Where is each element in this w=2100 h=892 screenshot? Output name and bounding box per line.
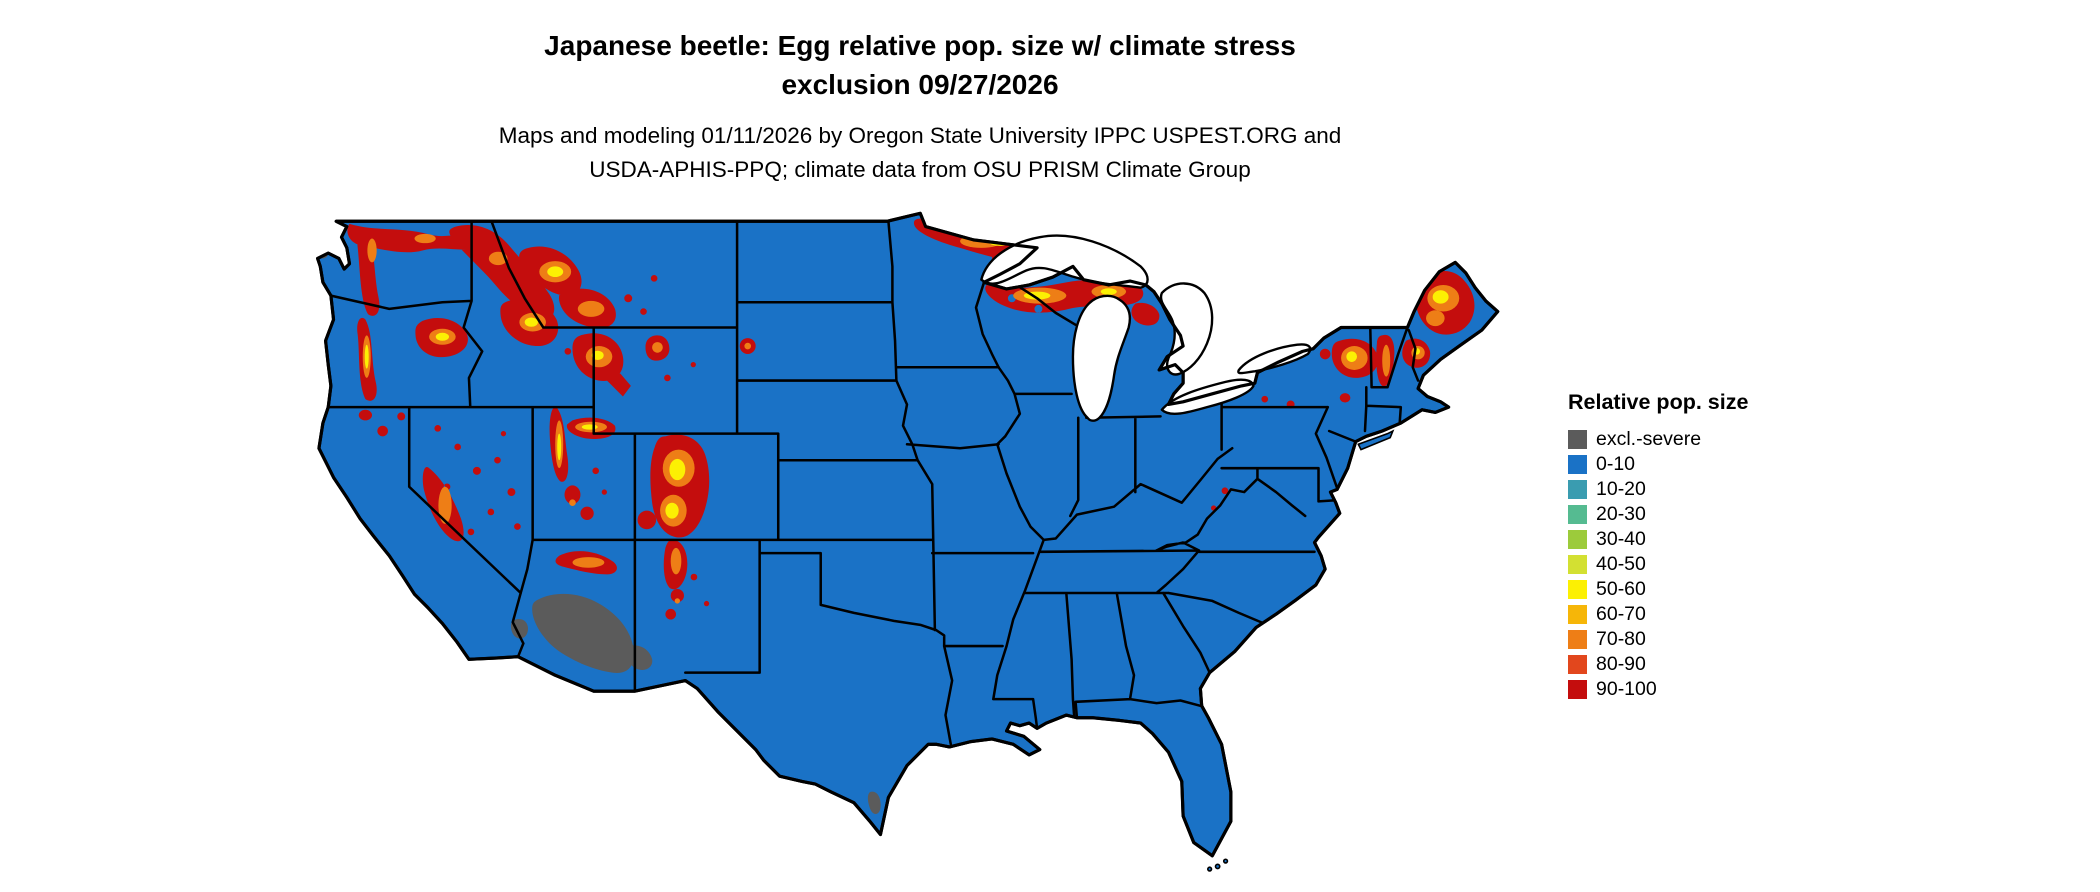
legend-item: 30-40 [1568,527,1828,552]
national-border [316,211,1500,858]
legend-item: 0-10 [1568,452,1828,477]
legend-label: 30-40 [1596,528,1646,550]
legend-label: 40-50 [1596,553,1646,575]
florida-keys [1222,858,1229,864]
legend-item: 80-90 [1568,652,1828,677]
legend-label: 50-60 [1596,578,1646,600]
lake-ontario [1237,343,1312,375]
lake-superior [980,234,1149,289]
legend-swatch [1568,430,1587,449]
legend-swatch [1568,480,1587,499]
legend-swatch [1568,680,1587,699]
map-title-line1: Japanese beetle: Egg relative pop. size … [544,30,1296,61]
overlay-high-values [347,218,1475,620]
legend-item: 20-30 [1568,502,1828,527]
islands [1207,429,1395,872]
legend-swatch [1568,455,1587,474]
legend-label: excl.-severe [1596,428,1702,450]
legend-swatch [1568,630,1587,649]
long-island [1357,429,1395,451]
legend-label: 70-80 [1596,628,1646,650]
state-borders [321,220,1420,746]
legend-label: 90-100 [1596,678,1657,700]
legend-swatch [1568,505,1587,524]
legend-swatch [1568,605,1587,624]
lake-michigan [1071,294,1132,422]
legend-item: 90-100 [1568,677,1828,702]
legend-swatch [1568,530,1587,549]
legend-item: excl.-severe [1568,427,1828,452]
legend-item: 40-50 [1568,552,1828,577]
florida-keys [1207,866,1213,872]
legend-items: excl.-severe 0-10 10-20 20-30 30-40 40-50 50-6… [1568,427,1828,702]
legend: Relative pop. size excl.-severe 0-10 10-20… [1568,390,1828,702]
legend-item: 70-80 [1568,627,1828,652]
legend-swatch [1568,655,1587,674]
legend-label: 20-30 [1596,503,1646,525]
map-subtitle: Maps and modeling 01/11/2026 by Oregon S… [0,119,1840,187]
eastern-state-borders [942,281,1420,730]
map-subtitle-line2: USDA-APHIS-PPQ; climate data from OSU PR… [589,157,1251,182]
legend-item: 10-20 [1568,477,1828,502]
legend-item: 50-60 [1568,577,1828,602]
legend-label: 0-10 [1596,453,1636,475]
legend-title: Relative pop. size [1568,390,1749,414]
header: Japanese beetle: Egg relative pop. size … [0,26,1840,187]
legend-swatch [1568,580,1587,599]
florida-keys [1214,863,1221,870]
legend-label: 10-20 [1596,478,1646,500]
map-title-line2: exclusion 09/27/2026 [781,69,1059,100]
legend-swatch [1568,555,1587,574]
western-state-borders [321,220,1035,746]
legend-item: 60-70 [1568,602,1828,627]
legend-label: 60-70 [1596,603,1646,625]
map-subtitle-line1: Maps and modeling 01/11/2026 by Oregon S… [498,123,1342,148]
us-map-figure [316,211,1500,872]
legend-label: 80-90 [1596,653,1646,675]
